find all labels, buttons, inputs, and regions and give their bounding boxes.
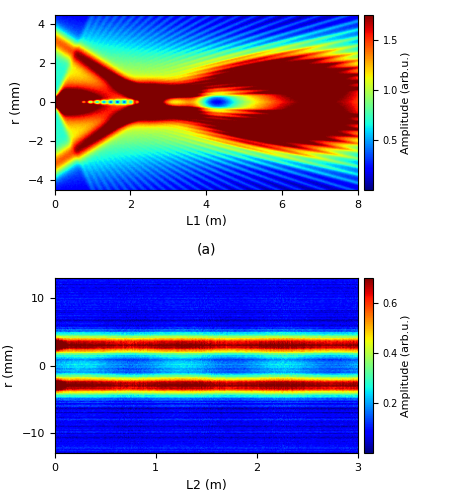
Y-axis label: Amplitude (arb.u.): Amplitude (arb.u.) [401, 315, 411, 416]
Y-axis label: Amplitude (arb.u.): Amplitude (arb.u.) [401, 51, 411, 153]
Text: (a): (a) [196, 243, 216, 257]
Y-axis label: r (mm): r (mm) [10, 81, 23, 124]
X-axis label: L2 (m): L2 (m) [186, 479, 227, 490]
X-axis label: L1 (m): L1 (m) [186, 216, 227, 228]
Y-axis label: r (mm): r (mm) [3, 344, 16, 387]
